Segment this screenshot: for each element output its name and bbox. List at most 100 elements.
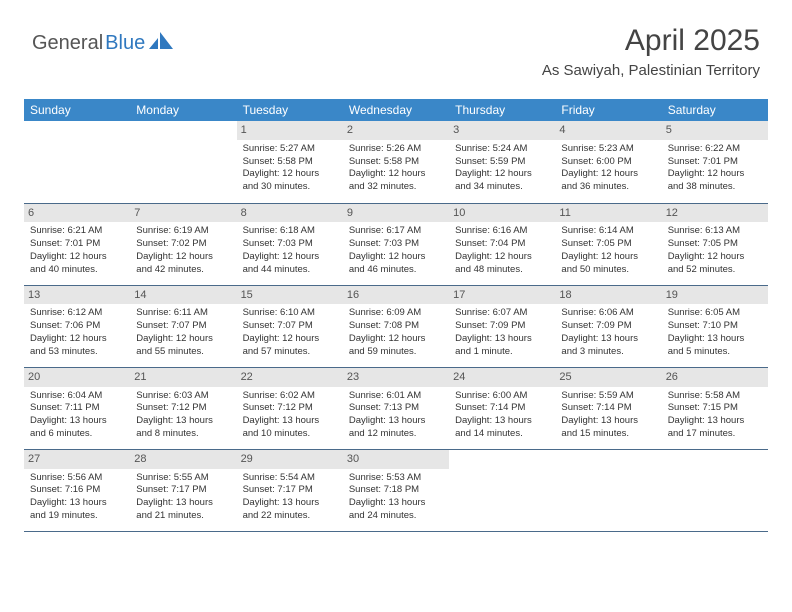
day-number: 14 xyxy=(130,286,236,305)
sunrise-text: Sunrise: 5:56 AM xyxy=(30,472,124,485)
day-number: 26 xyxy=(662,368,768,387)
calendar-week-row: 27Sunrise: 5:56 AMSunset: 7:16 PMDayligh… xyxy=(24,449,768,531)
daylight-text: Daylight: 13 hours xyxy=(243,415,337,428)
daylight-text: Daylight: 12 hours xyxy=(455,251,549,264)
daylight-text: Daylight: 13 hours xyxy=(349,415,443,428)
calendar-cell: . xyxy=(449,449,555,531)
daylight-text: and 24 minutes. xyxy=(349,510,443,523)
sunset-text: Sunset: 5:59 PM xyxy=(455,156,549,169)
page-subtitle: As Sawiyah, Palestinian Territory xyxy=(542,62,760,79)
day-number: 13 xyxy=(24,286,130,305)
sunrise-text: Sunrise: 6:01 AM xyxy=(349,390,443,403)
sunrise-text: Sunrise: 5:59 AM xyxy=(561,390,655,403)
daylight-text: and 36 minutes. xyxy=(561,181,655,194)
logo-text-gray: General xyxy=(32,32,103,55)
day-number: 15 xyxy=(237,286,343,305)
daylight-text: Daylight: 13 hours xyxy=(30,415,124,428)
calendar-cell: 1Sunrise: 5:27 AMSunset: 5:58 PMDaylight… xyxy=(237,121,343,203)
sunset-text: Sunset: 7:01 PM xyxy=(668,156,762,169)
day-number: 1 xyxy=(237,121,343,140)
sunrise-text: Sunrise: 6:06 AM xyxy=(561,307,655,320)
sunset-text: Sunset: 7:17 PM xyxy=(136,484,230,497)
sunrise-text: Sunrise: 6:22 AM xyxy=(668,143,762,156)
day-number: 4 xyxy=(555,121,661,140)
sunrise-text: Sunrise: 6:02 AM xyxy=(243,390,337,403)
daylight-text: and 38 minutes. xyxy=(668,181,762,194)
day-number: 19 xyxy=(662,286,768,305)
sunset-text: Sunset: 7:12 PM xyxy=(136,402,230,415)
calendar-cell: 22 Sunrise: 6:02 AMSunset: 7:12 PMDayligh… xyxy=(237,367,343,449)
sunset-text: Sunset: 7:12 PM xyxy=(243,402,337,415)
daylight-text: Daylight: 13 hours xyxy=(455,415,549,428)
day-number: 23 xyxy=(343,368,449,387)
day-number: 22 xyxy=(237,368,343,387)
day-header: Wednesday xyxy=(343,99,449,121)
sunset-text: Sunset: 7:18 PM xyxy=(349,484,443,497)
sunrise-text: Sunrise: 6:21 AM xyxy=(30,225,124,238)
sunset-text: Sunset: 7:11 PM xyxy=(30,402,124,415)
calendar-week-row: ..1Sunrise: 5:27 AMSunset: 5:58 PMDaylig… xyxy=(24,121,768,203)
sunrise-text: Sunrise: 6:07 AM xyxy=(455,307,549,320)
sunset-text: Sunset: 7:08 PM xyxy=(349,320,443,333)
day-number: 3 xyxy=(449,121,555,140)
daylight-text: Daylight: 13 hours xyxy=(136,415,230,428)
daylight-text: and 14 minutes. xyxy=(455,428,549,441)
page-header: GeneralBlue April 2025 As Sawiyah, Pales… xyxy=(0,0,792,87)
day-number: 5 xyxy=(662,121,768,140)
daylight-text: Daylight: 12 hours xyxy=(30,333,124,346)
calendar-cell: 29Sunrise: 5:54 AMSunset: 7:17 PMDayligh… xyxy=(237,449,343,531)
daylight-text: Daylight: 12 hours xyxy=(455,168,549,181)
daylight-text: Daylight: 12 hours xyxy=(668,251,762,264)
daylight-text: and 42 minutes. xyxy=(136,264,230,277)
calendar-cell: 30Sunrise: 5:53 AMSunset: 7:18 PMDayligh… xyxy=(343,449,449,531)
day-number: 24 xyxy=(449,368,555,387)
sunset-text: Sunset: 7:13 PM xyxy=(349,402,443,415)
sunrise-text: Sunrise: 6:09 AM xyxy=(349,307,443,320)
sunrise-text: Sunrise: 6:13 AM xyxy=(668,225,762,238)
day-number: 6 xyxy=(24,204,130,223)
sunset-text: Sunset: 7:16 PM xyxy=(30,484,124,497)
daylight-text: and 40 minutes. xyxy=(30,264,124,277)
day-header: Monday xyxy=(130,99,236,121)
logo: GeneralBlue xyxy=(32,24,177,55)
sunrise-text: Sunrise: 5:27 AM xyxy=(243,143,337,156)
calendar-cell: 12 Sunrise: 6:13 AMSunset: 7:05 PMDayligh… xyxy=(662,203,768,285)
day-number: 27 xyxy=(24,450,130,469)
daylight-text: and 53 minutes. xyxy=(30,346,124,359)
calendar-cell: . xyxy=(662,449,768,531)
sunset-text: Sunset: 7:03 PM xyxy=(349,238,443,251)
day-number: 21 xyxy=(130,368,236,387)
calendar-cell: 10Sunrise: 6:16 AMSunset: 7:04 PMDayligh… xyxy=(449,203,555,285)
sunrise-text: Sunrise: 6:17 AM xyxy=(349,225,443,238)
sunset-text: Sunset: 5:58 PM xyxy=(349,156,443,169)
daylight-text: Daylight: 12 hours xyxy=(668,168,762,181)
sunrise-text: Sunrise: 5:53 AM xyxy=(349,472,443,485)
calendar-cell: 5 Sunrise: 6:22 AMSunset: 7:01 PMDaylight… xyxy=(662,121,768,203)
page-title: April 2025 xyxy=(542,24,760,58)
sunset-text: Sunset: 7:07 PM xyxy=(136,320,230,333)
day-number: 12 xyxy=(662,204,768,223)
daylight-text: and 34 minutes. xyxy=(455,181,549,194)
day-header: Thursday xyxy=(449,99,555,121)
sunset-text: Sunset: 7:06 PM xyxy=(30,320,124,333)
logo-text-blue: Blue xyxy=(105,32,145,55)
daylight-text: and 21 minutes. xyxy=(136,510,230,523)
sunset-text: Sunset: 7:15 PM xyxy=(668,402,762,415)
daylight-text: Daylight: 12 hours xyxy=(349,251,443,264)
day-number: 16 xyxy=(343,286,449,305)
sunset-text: Sunset: 7:05 PM xyxy=(668,238,762,251)
sunset-text: Sunset: 7:09 PM xyxy=(455,320,549,333)
sunrise-text: Sunrise: 6:05 AM xyxy=(668,307,762,320)
day-header: Saturday xyxy=(662,99,768,121)
calendar-cell: 13Sunrise: 6:12 AMSunset: 7:06 PMDayligh… xyxy=(24,285,130,367)
daylight-text: and 48 minutes. xyxy=(455,264,549,277)
day-number: 25 xyxy=(555,368,661,387)
calendar-cell: 7Sunrise: 6:19 AMSunset: 7:02 PMDaylight… xyxy=(130,203,236,285)
daylight-text: and 8 minutes. xyxy=(136,428,230,441)
day-number: 11 xyxy=(555,204,661,223)
calendar-cell: 3Sunrise: 5:24 AMSunset: 5:59 PMDaylight… xyxy=(449,121,555,203)
sunset-text: Sunset: 7:03 PM xyxy=(243,238,337,251)
sunset-text: Sunset: 5:58 PM xyxy=(243,156,337,169)
sunrise-text: Sunrise: 5:54 AM xyxy=(243,472,337,485)
calendar-week-row: 6Sunrise: 6:21 AMSunset: 7:01 PMDaylight… xyxy=(24,203,768,285)
